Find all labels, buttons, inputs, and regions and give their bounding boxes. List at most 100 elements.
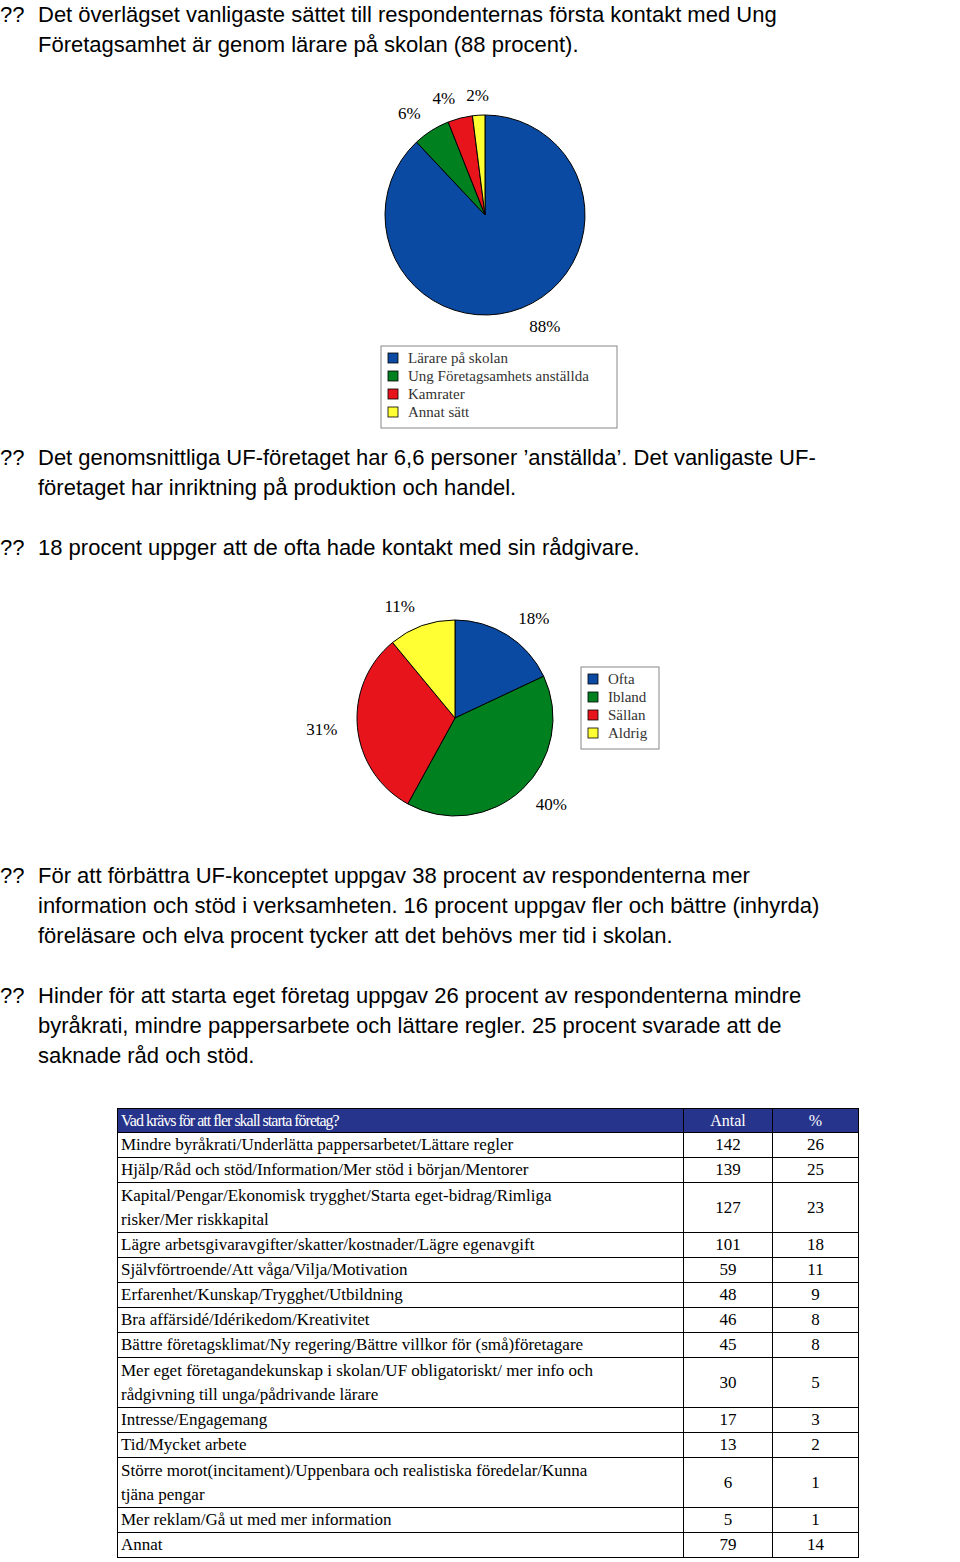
percent-cell: 18 <box>773 1233 859 1258</box>
count-cell: 79 <box>684 1533 773 1558</box>
cell-line: Bättre företagsklimat/Ny regering/Bättre… <box>121 1333 680 1357</box>
header-cell: Antal <box>684 1109 773 1133</box>
legend-swatch <box>388 371 398 381</box>
label-cell: Självförtroende/Att våga/Vilja/Motivatio… <box>118 1258 684 1283</box>
label-cell: Tid/Mycket arbete <box>118 1433 684 1458</box>
text-line: saknade råd och stöd. <box>38 1041 254 1071</box>
text-line: Det överlägset vanligaste sättet till re… <box>38 0 777 30</box>
cell-line: Erfarenhet/Kunskap/Trygghet/Utbildning <box>121 1283 680 1307</box>
data-label: 31% <box>306 720 337 739</box>
pie-slice <box>393 620 455 718</box>
pie-slice <box>455 620 544 718</box>
legend-box <box>581 667 659 749</box>
count-cell: 17 <box>684 1408 773 1433</box>
cell-line: Hjälp/Råd och stöd/Information/Mer stöd … <box>121 1158 680 1182</box>
pie-slice <box>385 115 585 315</box>
bullet: ?? <box>0 533 24 563</box>
table-row: Tid/Mycket arbete132 <box>118 1433 859 1458</box>
percent-cell: 2 <box>773 1433 859 1458</box>
legend: OftaIblandSällanAldrig <box>581 667 659 749</box>
count-cell: 139 <box>684 1158 773 1183</box>
cell-line: Lägre arbetsgivaravgifter/skatter/kostna… <box>121 1233 680 1257</box>
pie-chart: 18%40%31%11%OftaIblandSällanAldrig <box>306 597 659 816</box>
legend-label: Annat sätt <box>408 404 470 420</box>
header-cell: Vad krävs för att fler skall starta före… <box>118 1109 684 1133</box>
paragraph: ?? Det överlägset vanligaste sättet till … <box>0 0 960 60</box>
page: ?? Det överlägset vanligaste sättet till … <box>0 0 960 1562</box>
label-cell: Erfarenhet/Kunskap/Trygghet/Utbildning <box>118 1283 684 1308</box>
text-line: företaget har inriktning på produktion o… <box>38 473 516 503</box>
data-label: 88% <box>529 317 560 336</box>
legend-label: Ofta <box>608 671 635 687</box>
percent-cell: 3 <box>773 1408 859 1433</box>
label-cell: Mindre byråkrati/Underlätta pappersarbet… <box>118 1133 684 1158</box>
data-labels: 18%40%31%11% <box>306 597 567 813</box>
count-cell: 45 <box>684 1333 773 1358</box>
paragraph: ?? Det genomsnittliga UF-företaget har 6,… <box>0 443 960 503</box>
count-cell: 5 <box>684 1508 773 1533</box>
data-labels: 88%6%4%2% <box>398 86 560 336</box>
text-line: 18 procent uppger att de ofta hade konta… <box>38 533 640 563</box>
percent-cell: 1 <box>773 1458 859 1508</box>
pie-slice <box>357 642 455 803</box>
count-cell: 101 <box>684 1233 773 1258</box>
legend-swatch <box>588 710 598 720</box>
percent-cell: 1 <box>773 1508 859 1533</box>
label-cell: Bra affärsidé/Idérikedom/Kreativitet <box>118 1308 684 1333</box>
legend-swatch <box>588 728 598 738</box>
text-line: För att förbättra UF-konceptet uppgav 38… <box>38 861 750 891</box>
bullet: ?? <box>0 443 24 473</box>
pie-slice <box>417 122 485 215</box>
pie-slice <box>448 116 485 215</box>
table-row: Större morot(incitament)/Uppenbara och r… <box>118 1458 859 1508</box>
pie-slice <box>408 676 553 816</box>
count-cell: 46 <box>684 1308 773 1333</box>
data-label: 2% <box>466 86 489 105</box>
label-cell: Kapital/Pengar/Ekonomisk trygghet/Starta… <box>118 1183 684 1233</box>
text-line: Företagsamhet är genom lärare på skolan … <box>38 30 579 60</box>
legend-swatch <box>588 692 598 702</box>
percent-cell: 11 <box>773 1258 859 1283</box>
text-line: Det genomsnittliga UF-företaget har 6,6 … <box>38 443 816 473</box>
percent-cell: 25 <box>773 1158 859 1183</box>
cell-line: risker/Mer riskkapital <box>121 1208 680 1232</box>
table-row: Annat7914 <box>118 1533 859 1558</box>
cell-line: Intresse/Engagemang <box>121 1408 680 1432</box>
legend-label: Lärare på skolan <box>408 350 508 366</box>
cell-line: tjäna pengar <box>121 1483 680 1507</box>
table-row: Intresse/Engagemang173 <box>118 1408 859 1433</box>
data-label: 4% <box>432 89 455 108</box>
legend-swatch <box>388 389 398 399</box>
text-line: information och stöd i verksamheten. 16 … <box>38 891 819 921</box>
count-cell: 48 <box>684 1283 773 1308</box>
percent-cell: 23 <box>773 1183 859 1233</box>
count-cell: 30 <box>684 1358 773 1408</box>
percent-cell: 26 <box>773 1133 859 1158</box>
legend-label: Ibland <box>608 689 647 705</box>
table-row: Bra affärsidé/Idérikedom/Kreativitet468 <box>118 1308 859 1333</box>
count-cell: 6 <box>684 1458 773 1508</box>
legend-label: Aldrig <box>608 725 648 741</box>
data-label: 11% <box>384 597 415 616</box>
bullet: ?? <box>0 0 24 30</box>
legend-box <box>381 346 617 428</box>
label-cell: Intresse/Engagemang <box>118 1408 684 1433</box>
text-line: byråkrati, mindre pappersarbete och lätt… <box>38 1011 782 1041</box>
label-cell: Större morot(incitament)/Uppenbara och r… <box>118 1458 684 1508</box>
table-row: Mindre byråkrati/Underlätta pappersarbet… <box>118 1133 859 1158</box>
header-cell: % <box>773 1109 859 1133</box>
cell-line: Större morot(incitament)/Uppenbara och r… <box>121 1459 680 1483</box>
percent-cell: 8 <box>773 1333 859 1358</box>
paragraph: ??Hinder för att starta eget företag upp… <box>0 981 960 1071</box>
table-row: Kapital/Pengar/Ekonomisk trygghet/Starta… <box>118 1183 859 1233</box>
cell-line: Kapital/Pengar/Ekonomisk trygghet/Starta… <box>121 1184 680 1208</box>
label-cell: Lägre arbetsgivaravgifter/skatter/kostna… <box>118 1233 684 1258</box>
cell-line: Mer eget företagandekunskap i skolan/UF … <box>121 1359 680 1383</box>
table-row: Mer eget företagandekunskap i skolan/UF … <box>118 1358 859 1408</box>
cell-line: Mer reklam/Gå ut med mer information <box>121 1508 680 1532</box>
table-row: Självförtroende/Att våga/Vilja/Motivatio… <box>118 1258 859 1283</box>
table-head: Vad krävs för att fler skall starta före… <box>118 1109 859 1133</box>
label-cell: Annat <box>118 1533 684 1558</box>
table-row: Erfarenhet/Kunskap/Trygghet/Utbildning48… <box>118 1283 859 1308</box>
data-label: 40% <box>536 795 567 814</box>
